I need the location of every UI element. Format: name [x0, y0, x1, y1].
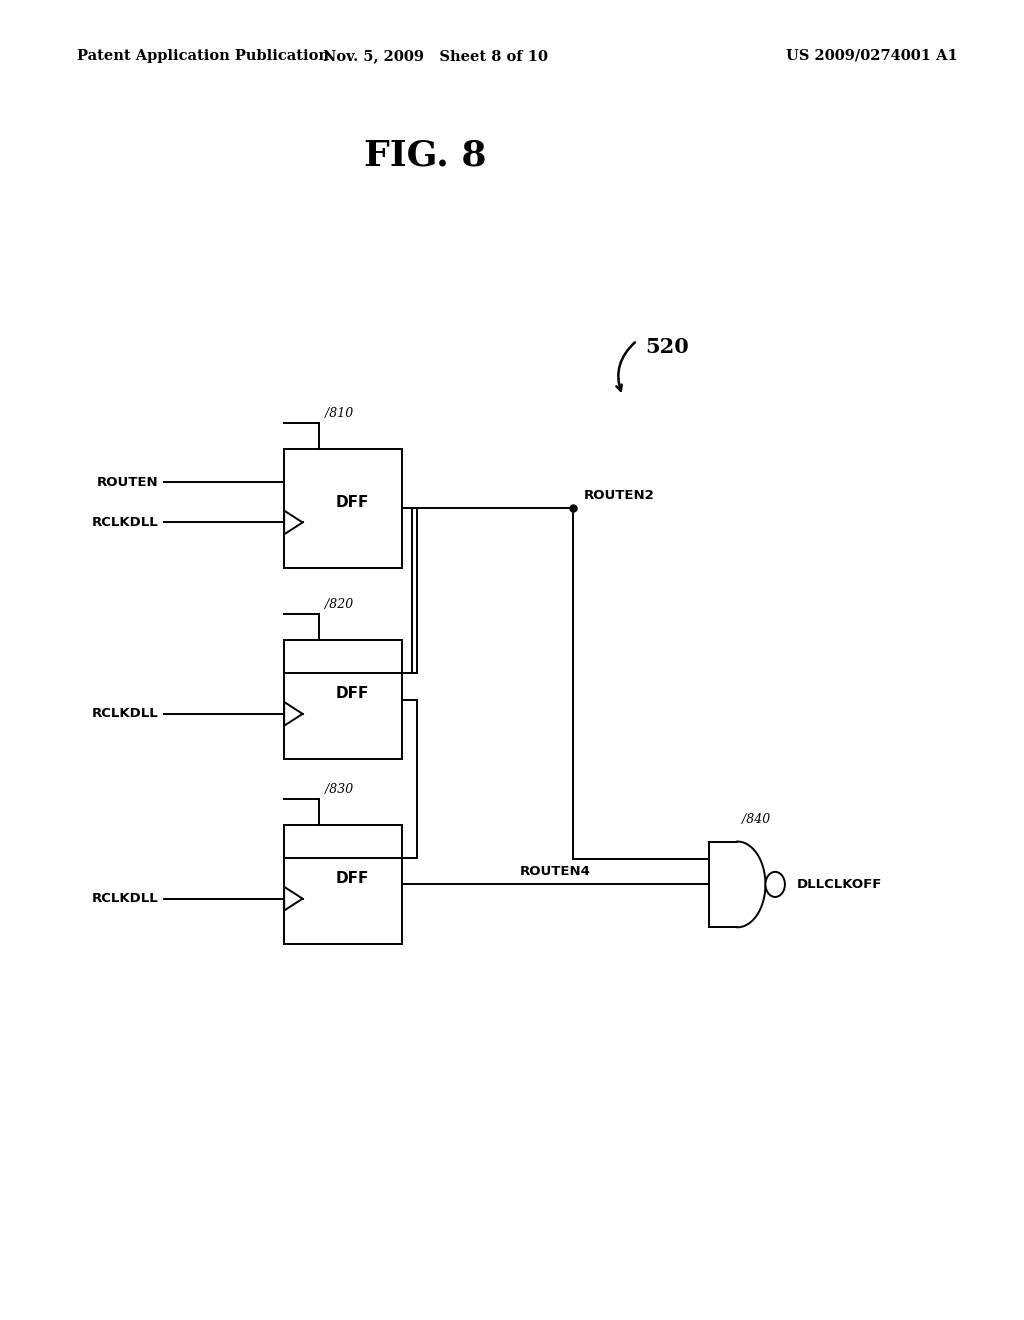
Polygon shape — [285, 511, 303, 535]
Text: RCLKDLL: RCLKDLL — [92, 708, 159, 721]
Text: DFF: DFF — [336, 871, 369, 886]
Circle shape — [765, 871, 784, 898]
Text: ROUTEN2: ROUTEN2 — [584, 488, 654, 502]
Text: /820: /820 — [325, 598, 353, 611]
Polygon shape — [709, 842, 765, 927]
Text: ROUTEN4: ROUTEN4 — [520, 865, 591, 878]
Text: /810: /810 — [325, 407, 353, 420]
Text: FIG. 8: FIG. 8 — [364, 139, 486, 173]
Bar — [285, 449, 401, 568]
Text: DLLCLKOFF: DLLCLKOFF — [797, 878, 883, 891]
Text: RCLKDLL: RCLKDLL — [92, 516, 159, 529]
Text: /830: /830 — [325, 783, 353, 796]
Text: /840: /840 — [742, 813, 771, 826]
Polygon shape — [285, 887, 303, 911]
Text: Patent Application Publication: Patent Application Publication — [77, 49, 329, 63]
Text: RCLKDLL: RCLKDLL — [92, 892, 159, 906]
Text: US 2009/0274001 A1: US 2009/0274001 A1 — [785, 49, 957, 63]
Text: 520: 520 — [645, 337, 689, 356]
Text: DFF: DFF — [336, 686, 369, 701]
Bar — [285, 825, 401, 944]
Polygon shape — [285, 702, 303, 726]
Bar — [285, 640, 401, 759]
Text: Nov. 5, 2009   Sheet 8 of 10: Nov. 5, 2009 Sheet 8 of 10 — [323, 49, 548, 63]
Text: DFF: DFF — [336, 495, 369, 510]
Text: ROUTEN: ROUTEN — [97, 475, 159, 488]
